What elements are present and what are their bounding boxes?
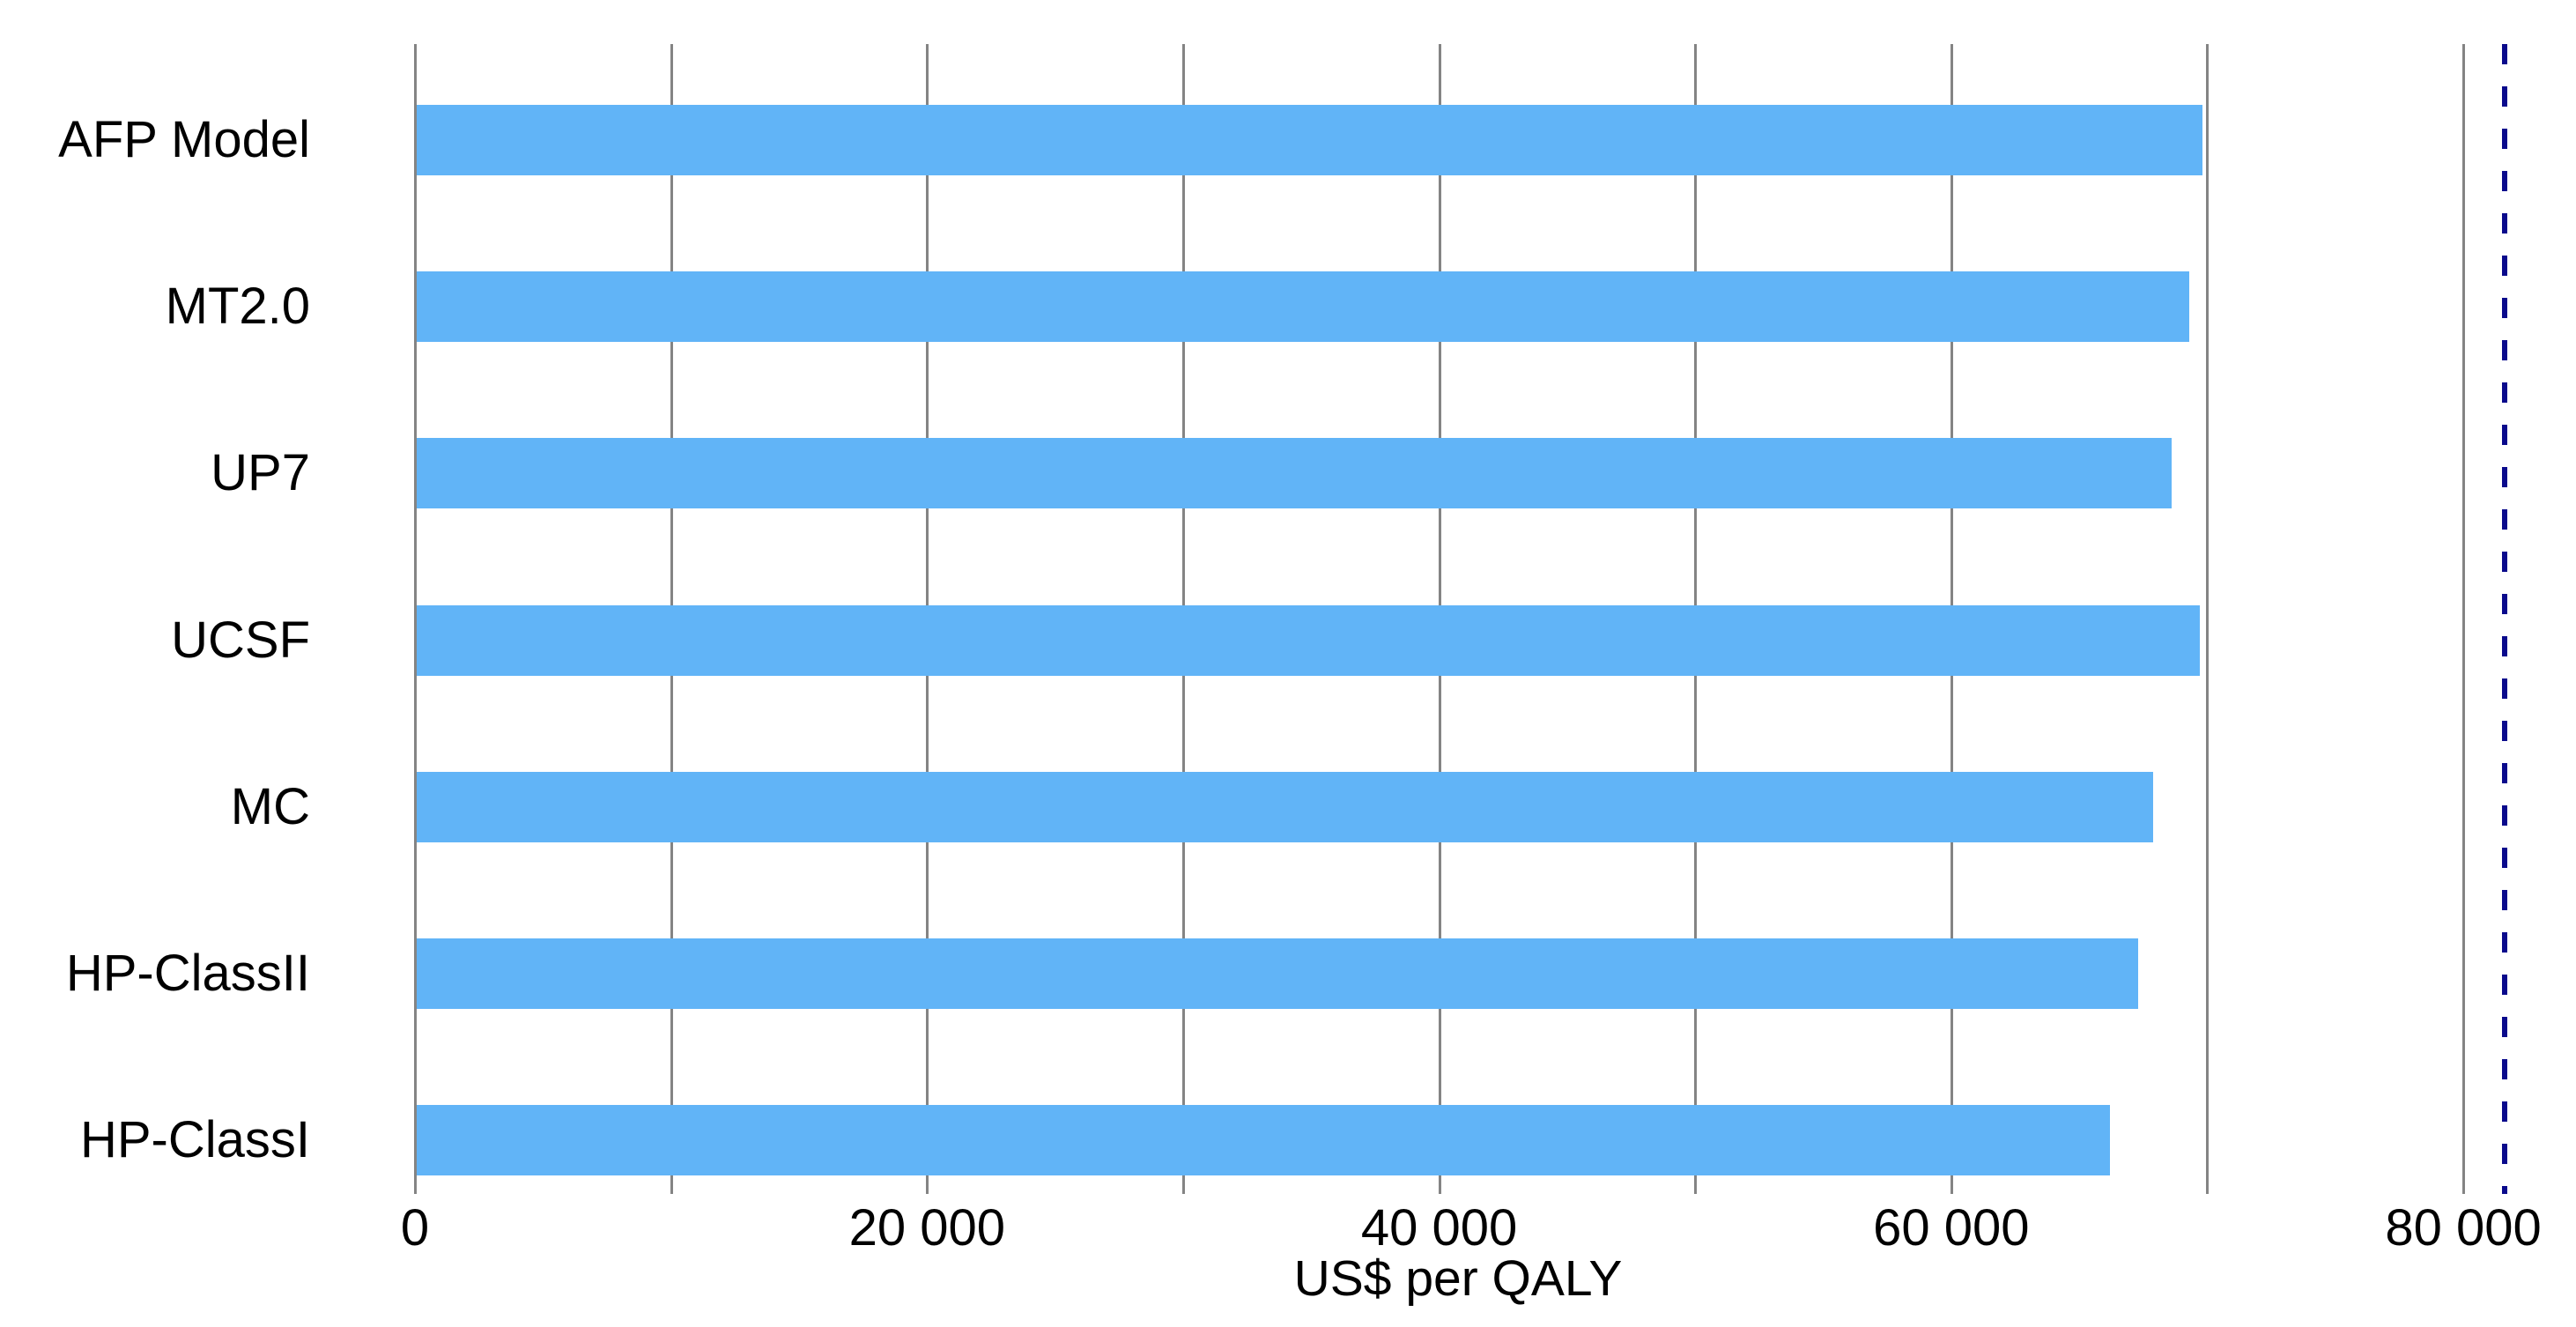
gridline [414,44,417,1194]
threshold-dashed-line [2501,44,2507,1194]
category-label: HP-ClassII [65,945,310,1002]
x-axis-title: US$ per QALY [1293,1250,1623,1307]
gridline [2462,44,2466,1194]
bar-AFP Model [417,105,2202,175]
x-tick-label: 80 000 [2385,1199,2542,1257]
category-label: UP7 [211,444,310,502]
x-tick-label: 20 000 [848,1199,1005,1257]
bar-HP-ClassI [417,1105,2111,1176]
bar-MT2.0 [417,271,2190,343]
x-tick-label: 0 [400,1199,430,1257]
category-label: HP-ClassI [79,1111,310,1169]
bar-UP7 [417,438,2172,509]
bar-MC [417,771,2154,842]
gridline [2206,44,2210,1194]
x-tick-label: 60 000 [1873,1199,2030,1257]
x-tick-label: 40 000 [1360,1199,1518,1257]
y-axis-category-labels: AFP Model MT2.0 UP7 UCSF MC HP-ClassII HP-Clas… [0,44,310,1194]
category-label: MC [230,777,310,835]
bar-UCSF [417,604,2200,676]
bar-HP-ClassII [417,938,2138,1009]
category-label: MT2.0 [165,278,310,336]
category-label: AFP Model [58,111,310,168]
category-label: UCSF [171,611,310,669]
plot-area [414,44,2576,1194]
